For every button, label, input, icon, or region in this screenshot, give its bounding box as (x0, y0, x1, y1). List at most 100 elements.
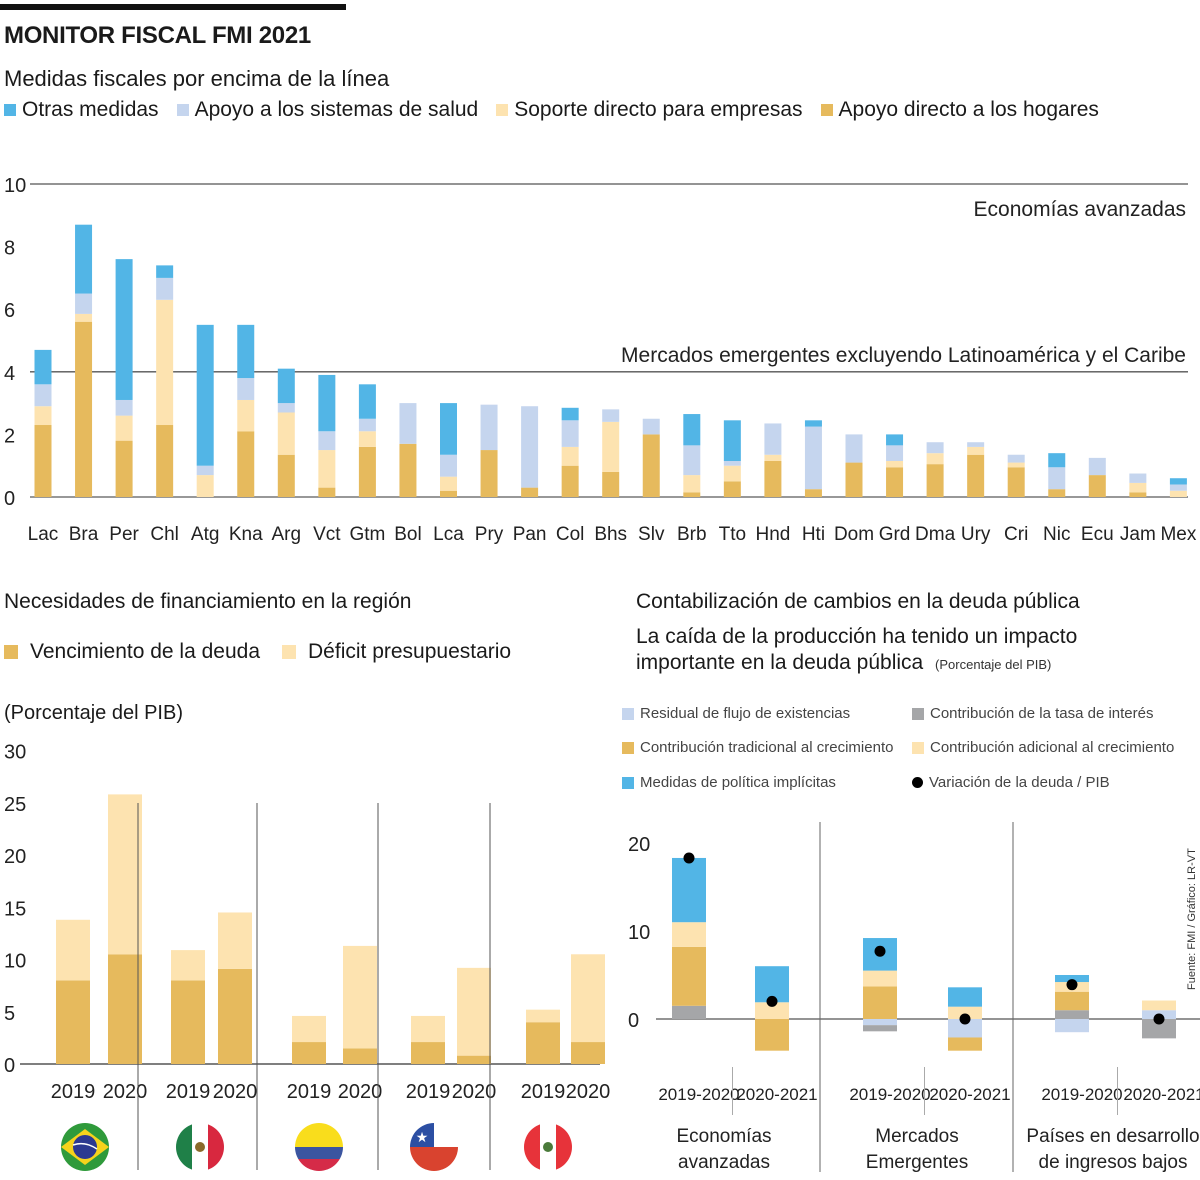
bar-segment-hogares (561, 465, 579, 497)
bar-segment-hogares (237, 431, 255, 497)
bar-segment-otras (196, 324, 214, 466)
bar-segment-empresas (34, 406, 52, 426)
bar-segment-hogares (886, 467, 904, 497)
group-label: Economías (676, 1126, 771, 1147)
bar-deficit (411, 1015, 445, 1043)
legend-label: Residual de flujo de existencias (640, 705, 851, 722)
x-tick-label: Gtm (349, 524, 385, 545)
bar-deficit (171, 950, 205, 981)
bar-segment-empresas (926, 453, 944, 465)
swatch-deficit-icon (282, 645, 297, 659)
legend-label: Contribución tradicional al crecimiento (640, 739, 894, 756)
bar-segment-salud (115, 399, 133, 416)
source-credit: Fuente: FMI / Gráfico: LR-VT (1186, 848, 1198, 990)
bar-segment-otras (237, 324, 255, 379)
x-tick-label: 2020-2021 (929, 1085, 1010, 1104)
bar-deficit (108, 794, 142, 955)
bar-segment-salud (75, 293, 93, 314)
swatch-salud-icon (176, 104, 189, 116)
y-tick-label: 5 (4, 1003, 15, 1025)
chart2-title: Necesidades de financiamiento en la regi… (4, 590, 412, 613)
bar-segment-otras (804, 420, 822, 427)
top-rule (0, 4, 346, 10)
x-tick-label: Nic (1043, 524, 1070, 545)
y-tick-label: 20 (4, 846, 26, 868)
bar-segment-otras (561, 407, 579, 421)
bar-segment-hogares (399, 443, 417, 497)
unit-note: (Porcentaje del PIB) (935, 657, 1052, 672)
legend-label: Vencimiento de la deuda (30, 640, 261, 663)
x-tick-label: Bra (69, 524, 99, 545)
bar-segment-hogares (804, 489, 822, 497)
bar-segment-hogares (1088, 475, 1106, 497)
bar-segment-salud (683, 445, 701, 476)
debt-change-dot (959, 1013, 971, 1025)
swatch-otras-icon (4, 104, 16, 116)
x-tick-label: 2020 (452, 1081, 497, 1103)
x-tick-label: Col (556, 524, 585, 545)
bar-segment-salud (804, 426, 822, 490)
bar-segment-otras (1048, 453, 1066, 468)
swatch-medidas-icon (622, 776, 634, 789)
bar-segment-salud (318, 431, 336, 451)
bar-segment-empresas (1007, 462, 1025, 468)
bar-segment-salud (642, 418, 660, 435)
bar-segment-hogares (642, 434, 660, 497)
x-tick-label: 2019 (287, 1081, 332, 1103)
bar-segment-empresas (1169, 490, 1187, 497)
bar-segment-hogares (521, 487, 539, 497)
x-tick-label: 2020 (566, 1081, 610, 1103)
chart1-legend: Otras medidas Apoyo a los sistemas de sa… (4, 98, 1117, 122)
bar-segment-hogares (672, 946, 706, 1006)
y-tick-label: 25 (4, 794, 26, 816)
y-tick-label: 8 (4, 238, 15, 260)
bar-segment-salud (1169, 484, 1187, 491)
bar-segment-hogares (115, 440, 133, 497)
x-tick-label: Bhs (594, 524, 627, 545)
bar-segment-salud (561, 420, 579, 447)
bar-segment-interes (1142, 1019, 1176, 1039)
y-tick-label: 30 (4, 742, 26, 764)
svg-text:★: ★ (416, 1129, 429, 1145)
y-tick-label: 2 (4, 425, 15, 447)
bar-segment-salud (863, 1019, 897, 1026)
bar-segment-empresas (602, 421, 620, 472)
bar-segment-otras (156, 265, 174, 278)
bar-segment-salud (948, 1019, 982, 1038)
x-tick-label: 2020 (103, 1081, 148, 1103)
debt-change-dot (874, 945, 886, 957)
bar-segment-otras (1169, 478, 1187, 485)
legend-label: Contribución adicional al crecimiento (930, 739, 1175, 756)
bar-segment-otras (318, 374, 336, 432)
bar-segment-empresas (318, 450, 336, 488)
bar-deficit (571, 954, 605, 1043)
x-tick-label: Atg (191, 524, 220, 545)
bar-segment-salud (967, 442, 985, 447)
bar-segment-empresas (1129, 482, 1147, 493)
mexico-flag-icon (176, 1123, 224, 1171)
swatch-vencimiento-icon (4, 645, 18, 659)
bar-segment-interes (672, 1005, 706, 1019)
bar-segment-salud (34, 384, 52, 407)
bar-segment-salud (1007, 454, 1025, 463)
x-tick-label: Vct (313, 524, 341, 545)
bar-segment-salud (602, 409, 620, 422)
reference-label: Mercados emergentes excluyendo Latinoamé… (621, 344, 1186, 367)
bar-segment-otras (683, 414, 701, 446)
bar-segment-salud (845, 434, 863, 463)
legend-label: Soporte directo para empresas (514, 98, 803, 121)
x-tick-label: Arg (272, 524, 302, 545)
bar-segment-otras (723, 420, 741, 462)
bar-vencimiento (218, 968, 252, 1064)
x-tick-label: 2019-2020 (1041, 1085, 1122, 1104)
bar-segment-salud (886, 445, 904, 462)
swatch-adicional-icon (912, 741, 924, 754)
bar-segment-interes (863, 1025, 897, 1032)
legend-label: Variación de la deuda / PIB (929, 774, 1110, 791)
y-tick-label: 10 (4, 175, 26, 197)
bar-segment-empresas (1142, 1000, 1176, 1011)
bar-segment-empresas (237, 399, 255, 432)
bar-segment-otras (948, 987, 982, 1007)
